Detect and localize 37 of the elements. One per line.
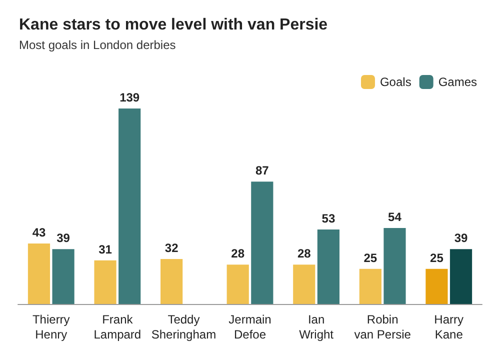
bar xyxy=(426,268,448,304)
data-label: 39 xyxy=(56,231,70,246)
x-tick-label: Thierry Henry xyxy=(32,312,70,342)
bar xyxy=(160,258,183,304)
legend-label: Goals xyxy=(380,75,412,89)
data-label: 87 xyxy=(255,164,270,178)
bar xyxy=(28,244,50,304)
bar xyxy=(52,249,74,304)
bar xyxy=(118,108,141,304)
bar xyxy=(317,229,340,304)
bar xyxy=(359,268,382,304)
data-label: 25 xyxy=(364,250,378,265)
data-label: 39 xyxy=(454,231,468,246)
data-label: 25 xyxy=(430,250,444,265)
data-label: 28 xyxy=(231,246,245,261)
x-tick-label: Harry Kane xyxy=(434,312,464,342)
bar xyxy=(450,249,472,304)
x-tick-label: Teddy Sheringham xyxy=(151,312,216,342)
data-label: 28 xyxy=(297,246,312,261)
x-tick-label: Robin van Persie xyxy=(354,312,412,342)
data-label: 54 xyxy=(388,210,402,224)
data-label: 53 xyxy=(322,211,336,226)
data-label: 43 xyxy=(32,226,46,240)
data-label: 32 xyxy=(164,240,179,255)
bar xyxy=(226,264,249,304)
bar xyxy=(251,182,274,304)
x-tick-label: Frank Lampard xyxy=(94,312,142,342)
x-tick-label: Ian Wright xyxy=(299,312,334,342)
legend-label: Games xyxy=(438,75,478,89)
data-label: 139 xyxy=(120,90,140,104)
x-tick-label: Jermain Defoe xyxy=(228,312,272,342)
bar xyxy=(293,264,316,304)
chart-subtitle: Most goals in London derbies xyxy=(19,38,176,52)
data-label: 31 xyxy=(98,242,112,256)
bar xyxy=(94,260,116,304)
bar xyxy=(384,228,406,304)
chart-title: Kane stars to move level with van Persie xyxy=(19,16,328,34)
